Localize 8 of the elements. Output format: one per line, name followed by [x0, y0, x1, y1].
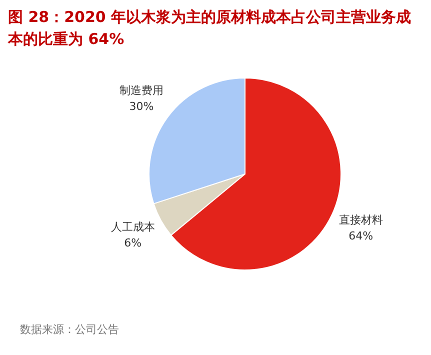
data-label: 30% — [129, 100, 154, 113]
data-label: 6% — [124, 236, 142, 250]
slice-label: 制造费用 — [119, 84, 164, 97]
slice-label: 人工成本 — [110, 220, 155, 234]
chart-title: 图 28：2020 年以木浆为主的原材料成本占公司主营业务成本的比重为 64% — [8, 7, 412, 50]
data-label: 64% — [348, 230, 374, 242]
source-note: 数据来源：公司公告 — [20, 322, 119, 337]
slice-label: 直接材料 — [338, 214, 383, 226]
